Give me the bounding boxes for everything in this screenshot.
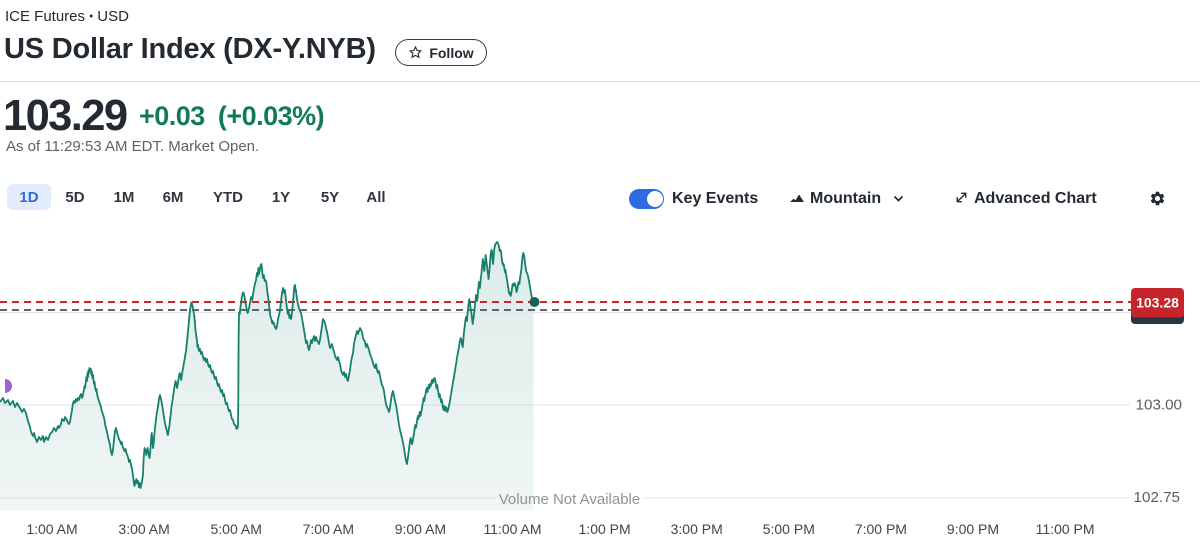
svg-text:103.28: 103.28 [1136,295,1179,311]
svg-text:9:00 PM: 9:00 PM [947,521,999,537]
svg-text:11:00 AM: 11:00 AM [483,521,541,537]
svg-text:102.75: 102.75 [1134,489,1180,506]
svg-text:103.00: 103.00 [1136,397,1182,414]
svg-text:Volume Not Available: Volume Not Available [499,491,640,508]
svg-text:7:00 PM: 7:00 PM [855,521,907,537]
svg-text:7:00 AM: 7:00 AM [303,521,354,537]
svg-text:9:00 AM: 9:00 AM [395,521,446,537]
svg-text:5:00 AM: 5:00 AM [211,521,262,537]
svg-text:3:00 AM: 3:00 AM [118,521,169,537]
svg-text:3:00 PM: 3:00 PM [671,521,723,537]
svg-text:11:00 PM: 11:00 PM [1036,521,1095,537]
svg-text:1:00 PM: 1:00 PM [579,521,631,537]
svg-text:5:00 PM: 5:00 PM [763,521,815,537]
svg-text:1:00 AM: 1:00 AM [26,521,77,537]
